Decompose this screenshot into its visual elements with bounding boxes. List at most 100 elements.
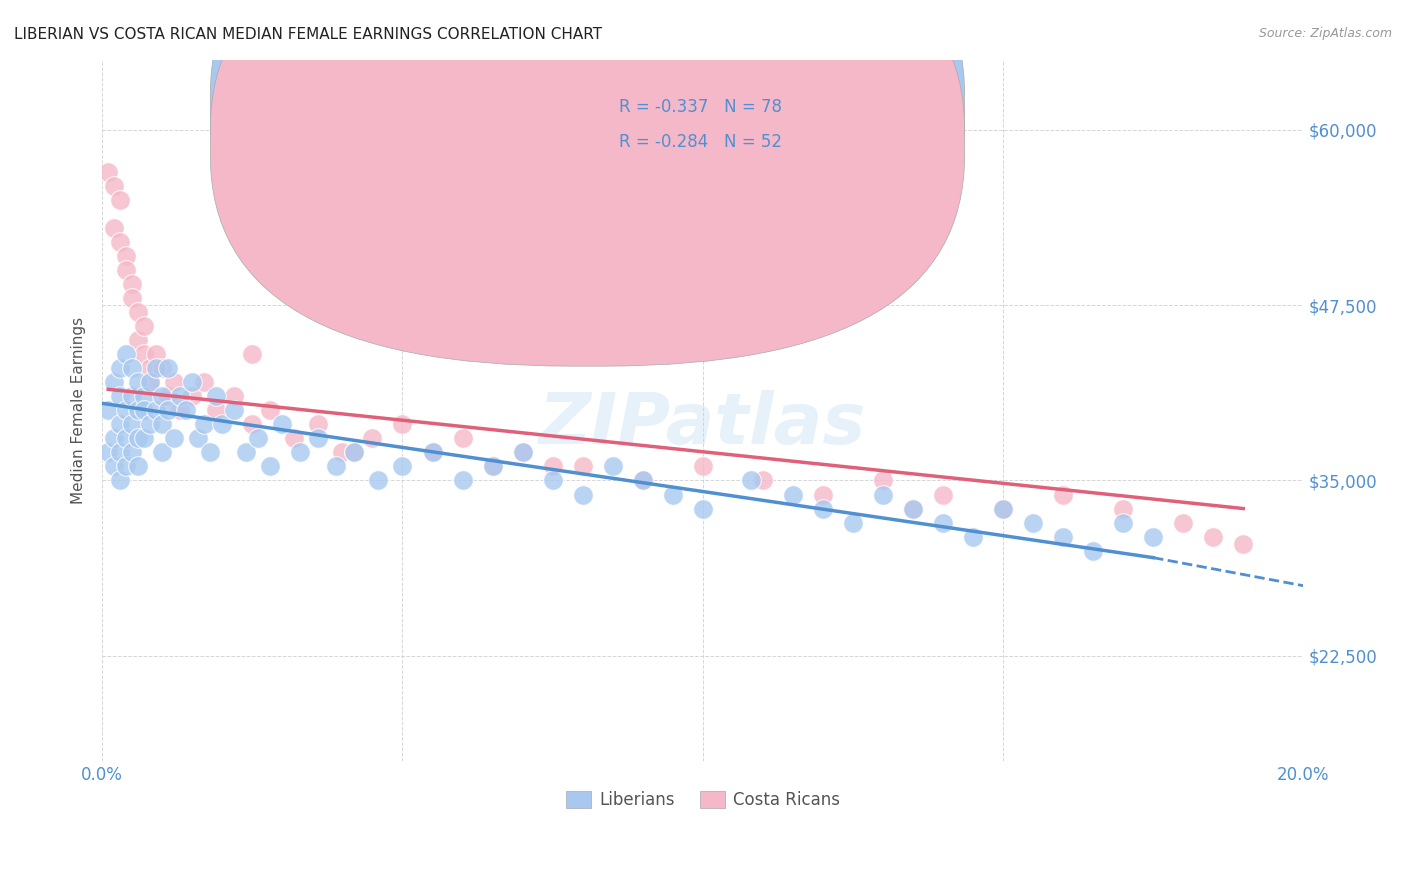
Point	[150, 417, 173, 432]
Point	[134, 403, 156, 417]
Point	[134, 347, 156, 361]
Point	[541, 474, 564, 488]
Y-axis label: Median Female Earnings: Median Female Earnings	[72, 317, 86, 504]
Point	[115, 263, 138, 277]
Point	[361, 431, 384, 445]
Point	[1112, 516, 1135, 530]
Point	[422, 445, 444, 459]
Point	[115, 459, 138, 474]
Point	[343, 445, 366, 459]
Point	[121, 361, 143, 376]
Point	[307, 417, 329, 432]
Point	[752, 474, 775, 488]
Point	[121, 291, 143, 305]
Point	[1202, 530, 1225, 544]
Point	[145, 347, 167, 361]
Point	[174, 403, 197, 417]
Point	[782, 487, 804, 501]
Point	[193, 376, 215, 390]
Point	[811, 487, 834, 501]
Point	[962, 530, 984, 544]
Point	[661, 487, 683, 501]
FancyBboxPatch shape	[558, 84, 889, 169]
Point	[193, 417, 215, 432]
Point	[139, 417, 162, 432]
Point	[139, 361, 162, 376]
Point	[271, 417, 294, 432]
Point	[110, 235, 132, 249]
Point	[247, 431, 270, 445]
Point	[571, 487, 593, 501]
Point	[631, 474, 654, 488]
Point	[932, 487, 955, 501]
Point	[181, 376, 204, 390]
Point	[1142, 530, 1164, 544]
Point	[1081, 543, 1104, 558]
Point	[422, 445, 444, 459]
Point	[169, 403, 191, 417]
Text: R = -0.337   N = 78: R = -0.337 N = 78	[619, 98, 782, 116]
Point	[343, 445, 366, 459]
Point	[97, 403, 120, 417]
Point	[150, 445, 173, 459]
Point	[121, 417, 143, 432]
Point	[103, 431, 125, 445]
Point	[240, 347, 263, 361]
Point	[391, 459, 413, 474]
Point	[150, 389, 173, 403]
Point	[110, 474, 132, 488]
Point	[139, 376, 162, 390]
Point	[571, 459, 593, 474]
Point	[134, 431, 156, 445]
Point	[872, 474, 894, 488]
Point	[205, 389, 228, 403]
Point	[200, 445, 222, 459]
Point	[127, 333, 149, 347]
Point	[451, 431, 474, 445]
Point	[127, 459, 149, 474]
Point	[103, 459, 125, 474]
Point	[115, 431, 138, 445]
Text: R = -0.284   N = 52: R = -0.284 N = 52	[619, 134, 782, 152]
Point	[115, 249, 138, 263]
Point	[901, 501, 924, 516]
Point	[110, 445, 132, 459]
Point	[139, 376, 162, 390]
Point	[1173, 516, 1195, 530]
Point	[127, 431, 149, 445]
Point	[115, 347, 138, 361]
Point	[602, 459, 624, 474]
Text: ZIPatlas: ZIPatlas	[538, 390, 866, 458]
Point	[97, 165, 120, 179]
Point	[224, 403, 246, 417]
Point	[157, 361, 180, 376]
Point	[157, 403, 180, 417]
Point	[290, 445, 312, 459]
Point	[367, 474, 389, 488]
Point	[901, 501, 924, 516]
Point	[1052, 530, 1074, 544]
Legend: Liberians, Costa Ricans: Liberians, Costa Ricans	[560, 784, 846, 816]
Point	[872, 487, 894, 501]
Point	[932, 516, 955, 530]
Text: LIBERIAN VS COSTA RICAN MEDIAN FEMALE EARNINGS CORRELATION CHART: LIBERIAN VS COSTA RICAN MEDIAN FEMALE EA…	[14, 27, 602, 42]
Point	[157, 389, 180, 403]
Point	[1232, 536, 1254, 550]
Point	[187, 431, 209, 445]
Point	[259, 403, 281, 417]
Point	[181, 389, 204, 403]
Point	[110, 417, 132, 432]
Point	[224, 389, 246, 403]
Point	[110, 389, 132, 403]
Point	[740, 474, 762, 488]
Point	[631, 474, 654, 488]
Point	[283, 431, 305, 445]
FancyBboxPatch shape	[211, 0, 965, 331]
Point	[692, 459, 714, 474]
Point	[145, 403, 167, 417]
Point	[169, 389, 191, 403]
Point	[1022, 516, 1045, 530]
Point	[240, 417, 263, 432]
Point	[451, 474, 474, 488]
Point	[332, 445, 354, 459]
